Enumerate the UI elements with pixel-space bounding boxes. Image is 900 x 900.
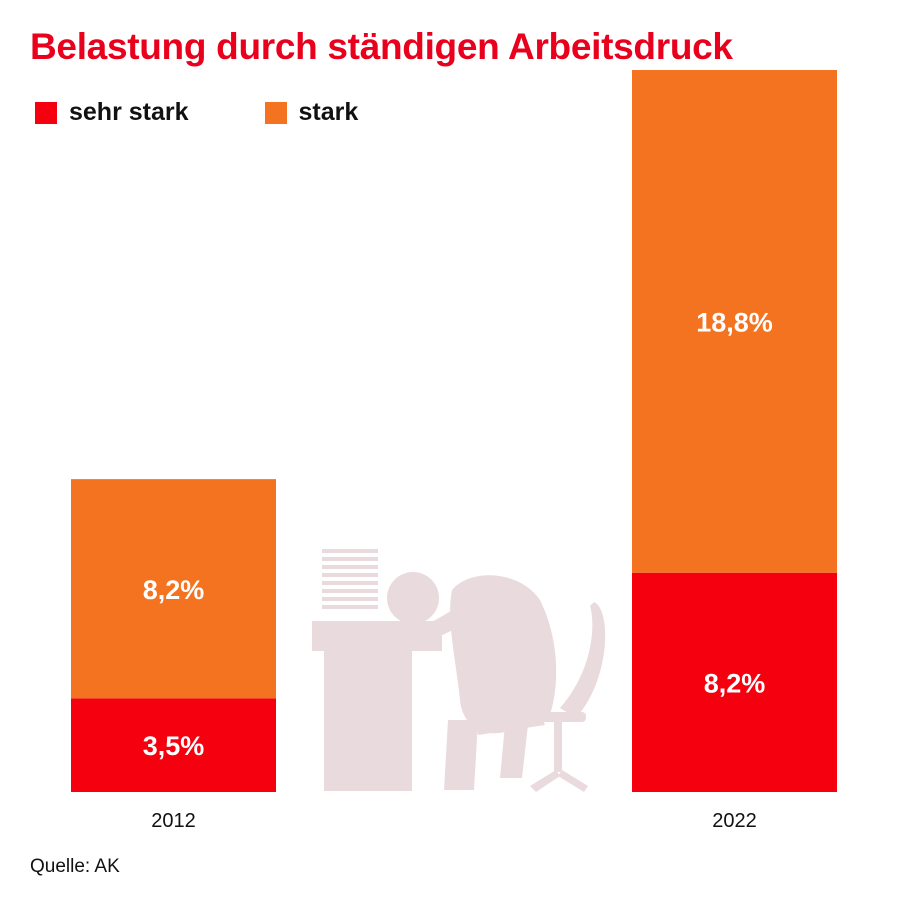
exhausted-worker-at-desk-icon <box>312 549 606 792</box>
bar-segment-2012-stark <box>71 479 276 699</box>
legend-item-sehr-stark: sehr stark <box>35 98 189 127</box>
x-tick-label-2022: 2022 <box>712 810 757 832</box>
chart-title: Belastung durch ständigen Arbeitsdruck <box>30 26 733 67</box>
source-note: Quelle: AK <box>30 856 120 877</box>
legend-label-sehr-stark: sehr stark <box>69 98 189 126</box>
legend-swatch-stark <box>264 101 287 124</box>
data-label-2022-sehr-stark: 8,2% <box>704 668 766 698</box>
bar-segment-2022-stark <box>632 70 837 573</box>
bar-segment-2022-sehr-stark <box>632 572 837 792</box>
paper-stack-icon <box>322 549 378 609</box>
x-tick-label-2012: 2012 <box>151 810 196 832</box>
legend: sehr stark stark <box>35 98 358 127</box>
data-label-2012-sehr-stark: 3,5% <box>143 731 205 761</box>
bar-segment-2012-sehr-stark <box>71 698 276 792</box>
labels-layer: 3,5% 8,2% 2012 8,2% 18,8% 2022 <box>143 307 773 832</box>
data-label-2022-stark: 18,8% <box>696 307 773 337</box>
legend-swatch-sehr-stark <box>35 101 57 124</box>
legend-item-stark: stark <box>264 98 359 127</box>
data-label-2012-stark: 8,2% <box>143 575 205 605</box>
legend-label-stark: stark <box>298 98 359 126</box>
bars-layer <box>71 70 837 792</box>
